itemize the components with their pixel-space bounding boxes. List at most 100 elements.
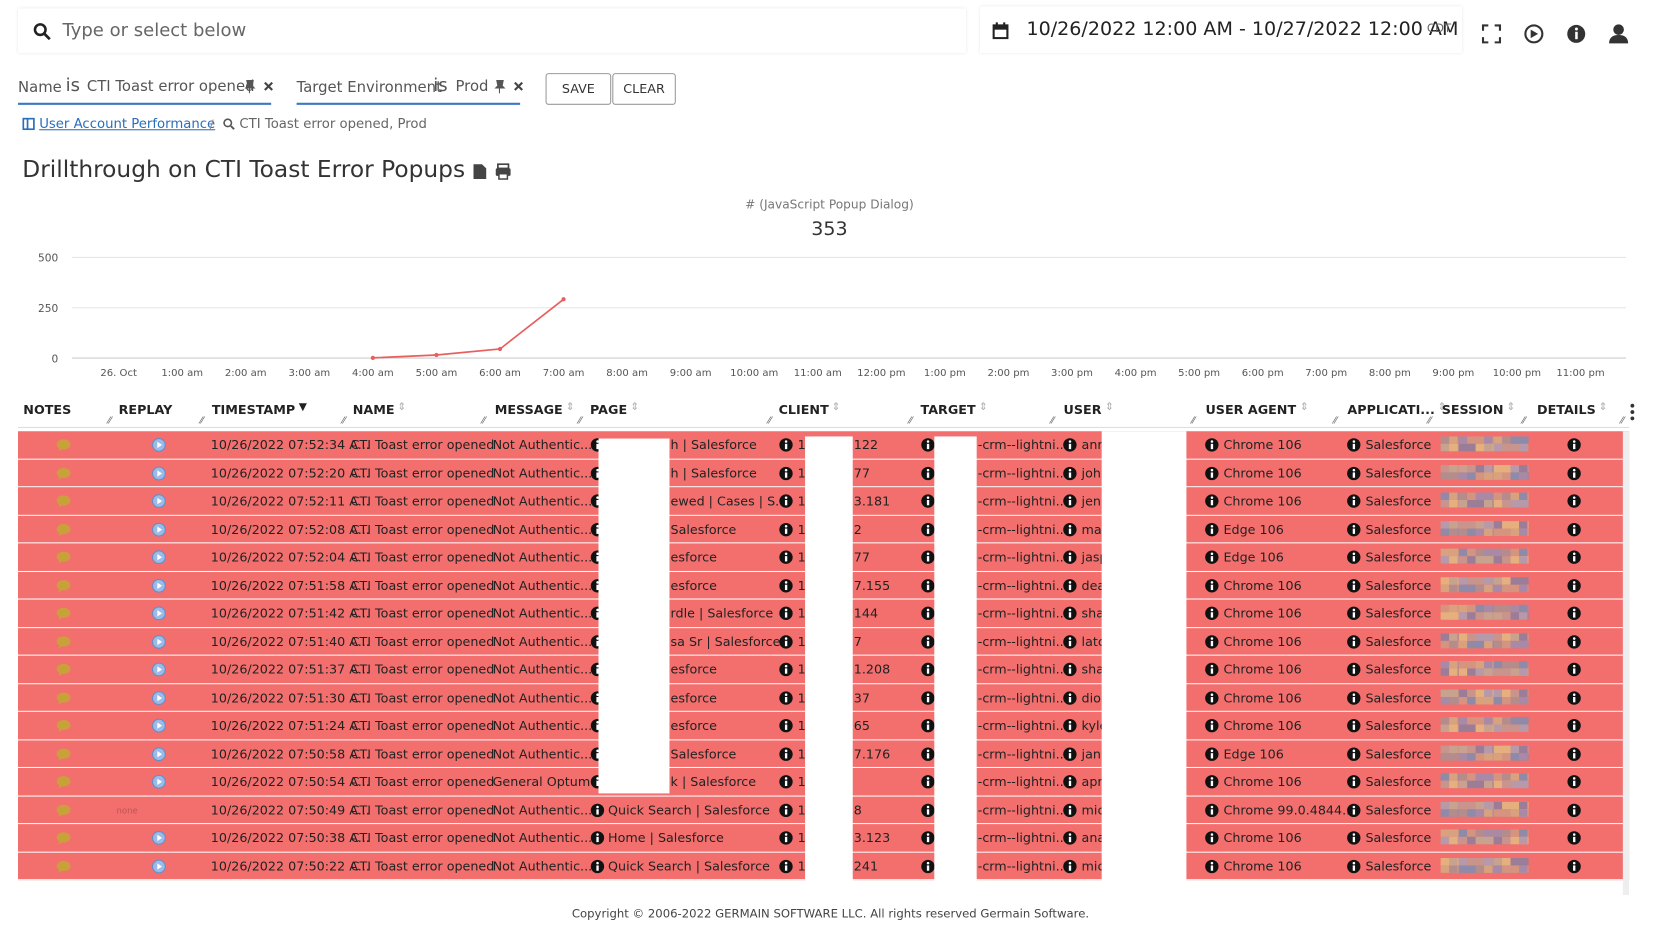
replay-icon[interactable] [151,774,166,789]
sort-icon[interactable]: ⇕ [1104,401,1114,414]
replay-icon[interactable] [151,746,166,761]
resize-grip[interactable]: ⁄⁄ [908,416,913,427]
replay-icon[interactable] [151,606,166,621]
column-header[interactable]: SESSION [1441,402,1504,418]
date-picker[interactable]: 10/26/2022 12:00 AM - 10/27/2022 12:00 A… [980,6,1462,53]
toolbar-icons[interactable] [1481,23,1629,44]
column-header[interactable]: TARGET [920,402,976,418]
resize-grip[interactable]: ⁄⁄ [342,416,346,427]
session-pixel [1519,808,1528,817]
icon-shape [1352,777,1356,780]
replay-icon[interactable] [151,830,166,845]
column-header[interactable]: CLIENT [778,402,829,418]
filter-actions[interactable] [494,79,526,94]
replay-icon[interactable] [151,662,166,677]
info-icon [921,690,935,705]
column-header[interactable]: USER [1063,402,1102,418]
session-pixel [1466,717,1476,725]
session-pixel [1519,661,1528,669]
replay-icon[interactable] [151,859,166,874]
replay-icon[interactable] [151,466,166,481]
filter-chip[interactable]: Name is CTI Toast error opened [18,74,273,105]
sort-icon[interactable]: ⇕ [1299,401,1309,414]
notes-icon[interactable] [56,718,71,733]
redaction [598,438,670,794]
icon-shape [58,841,63,845]
sort-icon[interactable]: ▼ [298,401,307,414]
resize-grip[interactable]: ⁄⁄ [1427,416,1432,427]
sort-icon[interactable]: ⇕ [1437,401,1447,414]
resize-grip[interactable]: ⁄⁄ [108,416,112,427]
breadcrumb-link[interactable]: User Account Performance [39,115,216,132]
notes-icon[interactable] [56,830,71,845]
notes-icon[interactable] [56,634,71,649]
column-header[interactable]: USER AGENT [1205,402,1297,418]
column-header[interactable]: TIMESTAMP [211,402,296,418]
filter-chip[interactable]: Target Environment is Prod [296,74,523,105]
replay-icon[interactable] [151,578,166,593]
name: CTI Toast error opened [350,437,495,453]
notes-icon[interactable] [56,550,71,565]
column-header[interactable]: NAME [352,402,395,418]
save-button[interactable]: SAVE [545,73,612,105]
icon-shape [596,580,599,584]
replay-icon[interactable] [151,437,166,452]
column-menu[interactable] [1628,403,1636,422]
resize-grip[interactable]: ⁄⁄ [1191,416,1195,427]
replay-icon[interactable] [151,494,166,509]
sort-icon[interactable]: ⇕ [565,401,575,414]
icon-shape [596,833,599,836]
sort-icon[interactable]: ⇕ [397,401,407,414]
replay-icon[interactable] [151,634,166,649]
notes-icon[interactable] [56,466,71,481]
notes-icon[interactable] [56,578,71,593]
replay-icon[interactable] [151,550,166,565]
info-icon [1205,578,1219,592]
notes-icon[interactable] [56,746,71,761]
replay-icon[interactable] [151,522,166,537]
filter-operator: is [433,75,448,97]
notes-icon[interactable] [56,690,71,705]
sort-icon[interactable]: ⇕ [1506,401,1516,414]
sort-icon[interactable]: ⇕ [831,401,841,414]
sort-icon[interactable]: ⇕ [978,401,988,414]
search-box[interactable]: Type or select below [18,8,967,53]
sort-icon[interactable]: ⇕ [1598,401,1608,414]
notes-icon[interactable] [56,606,71,621]
resize-grip[interactable]: ⁄⁄ [1522,416,1526,427]
notes-icon[interactable] [56,437,71,452]
icon-shape [1210,556,1214,562]
target: -crm--lightni... [977,690,1068,705]
filter-actions[interactable] [244,79,276,94]
icon-shape [1352,864,1356,871]
resize-grip[interactable]: ⁄⁄ [1620,416,1624,427]
replay-icon[interactable] [151,718,166,733]
column-header[interactable]: MESSAGE [494,402,563,418]
clear-button[interactable]: CLEAR [612,73,676,105]
column-header[interactable]: DETAILS [1537,402,1596,418]
notes-icon[interactable] [56,662,71,677]
info-icon [1347,803,1361,817]
resize-grip[interactable]: ⁄⁄ [200,416,204,427]
notes-icon[interactable] [56,859,71,874]
resize-grip[interactable]: ⁄⁄ [1333,416,1337,427]
column-header[interactable]: PAGE [590,402,628,418]
icon-shape [58,869,63,873]
notes-icon[interactable] [56,522,71,537]
notes-icon[interactable] [56,494,71,509]
save-label: SAVE [561,81,595,97]
notes-icon[interactable] [56,802,71,817]
resize-grip[interactable]: ⁄⁄ [578,416,582,427]
resize-grip[interactable]: ⁄⁄ [481,416,486,427]
icon-shape [1210,720,1214,724]
resize-grip[interactable]: ⁄⁄ [1050,416,1055,427]
export-icons[interactable] [472,163,516,180]
replay-icon[interactable] [151,690,166,705]
resize-grip[interactable]: ⁄⁄ [767,416,772,427]
sort-icon[interactable]: ⇕ [630,401,640,414]
column-header[interactable]: APPLICATI... [1347,402,1435,418]
notes-icon[interactable] [56,774,71,789]
application: Salesforce [1365,690,1432,705]
info-icon [1567,522,1581,536]
